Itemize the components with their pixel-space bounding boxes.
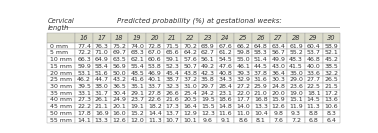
Text: Predicted probability (%) at gestational weeks:: Predicted probability (%) at gestational…: [117, 17, 282, 24]
Text: Cervical
length: Cervical length: [48, 18, 75, 31]
